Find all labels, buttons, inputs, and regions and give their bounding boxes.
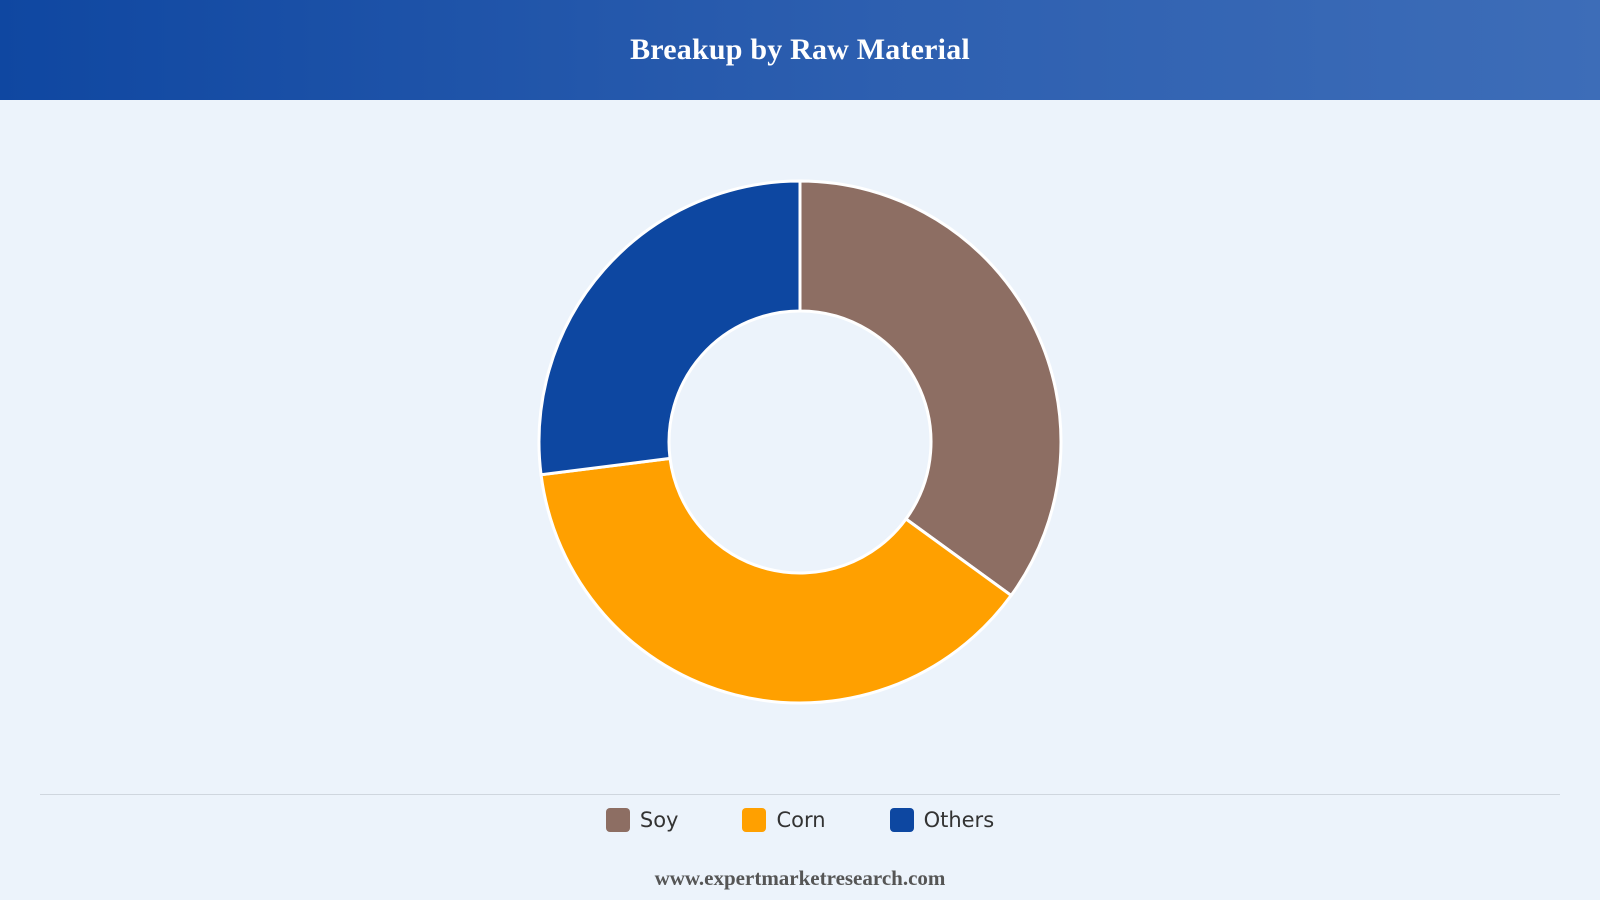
chart-legend: Soy Corn Others — [0, 805, 1600, 835]
chart-header: Breakup by Raw Material — [0, 0, 1600, 100]
legend-swatch — [605, 808, 630, 832]
footer-url: www.expertmarketresearch.com — [654, 866, 946, 890]
donut-slice-others[interactable] — [537, 179, 802, 477]
legend-item-soy[interactable]: Soy — [605, 805, 679, 835]
legend-item-others[interactable]: Others — [889, 805, 995, 835]
legend-item-corn[interactable]: Corn — [742, 805, 826, 835]
legend-label: Others — [923, 808, 995, 832]
donut-slice-corn[interactable] — [539, 456, 1014, 705]
legend-label: Soy — [639, 808, 679, 832]
donut-chart — [537, 179, 1063, 705]
legend-label: Corn — [776, 808, 826, 832]
legend-swatch — [889, 808, 914, 832]
legend-swatch — [742, 808, 767, 832]
legend-divider — [40, 794, 1560, 795]
chart-area — [0, 100, 1600, 790]
chart-title: Breakup by Raw Material — [630, 33, 970, 66]
donut-slice-soy[interactable] — [798, 179, 1063, 598]
